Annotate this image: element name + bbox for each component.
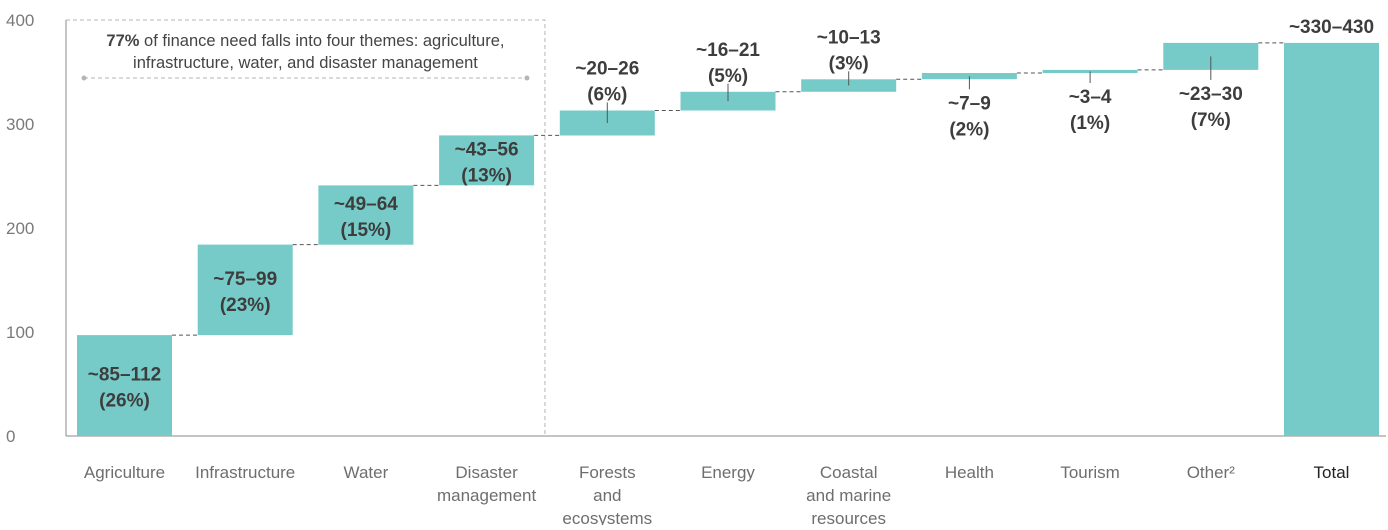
data-label: (6%) (587, 85, 627, 106)
category-label: Energy (701, 463, 755, 482)
data-label: (2%) (949, 119, 989, 140)
data-label: (7%) (1191, 110, 1231, 131)
y-tick-label: 0 (6, 427, 15, 446)
bar-tourism (1042, 69, 1138, 73)
category-label: Tourism (1060, 463, 1120, 482)
annotation-highlight: 77% (106, 32, 139, 50)
data-label: (5%) (708, 66, 748, 87)
data-label: ~43–56 (455, 139, 519, 160)
bar-health (921, 73, 1017, 80)
data-label: (15%) (341, 220, 392, 241)
labels-layer: Agriculture Infrastructure Water Disaster ma… (84, 17, 1374, 528)
annotation-layer: 77% of finance need falls into four them… (66, 19, 546, 436)
y-tick-label: 300 (6, 115, 34, 134)
data-label: ~23–30 (1179, 84, 1243, 105)
bar-infrastructure (197, 244, 293, 336)
annotation-span-dot (524, 75, 530, 81)
data-label: ~3–4 (1069, 87, 1112, 108)
bar-energy (680, 91, 776, 111)
y-tick-label: 400 (6, 11, 34, 30)
category-label: and (593, 486, 621, 505)
connector-layer (172, 42, 1284, 336)
axes-layer: 0 100 200 300 400 (6, 11, 1386, 446)
bar-agriculture (77, 335, 172, 436)
category-label: ecosystems (562, 509, 652, 525)
annotation-span-dot (81, 75, 87, 81)
data-label: (3%) (829, 53, 869, 74)
bar-total (1284, 42, 1379, 437)
bar-water (318, 185, 414, 245)
category-label: Infrastructure (195, 463, 295, 482)
data-label: ~75–99 (213, 269, 277, 290)
data-label: ~49–64 (334, 194, 398, 215)
data-label: (23%) (220, 295, 271, 316)
y-tick-label: 100 (6, 323, 34, 342)
category-label: Health (945, 463, 994, 482)
annotation-text-rest: of finance need falls into four themes: … (139, 32, 504, 50)
data-label: (26%) (99, 391, 150, 412)
category-label: Total (1314, 463, 1350, 482)
data-label: ~16–21 (696, 40, 760, 61)
category-label: Disaster (455, 463, 518, 482)
category-label: Forests (579, 463, 636, 482)
bars-layer (77, 42, 1379, 437)
y-tick-label: 200 (6, 219, 34, 238)
category-label: Other² (1187, 463, 1236, 482)
category-label: Agriculture (84, 463, 165, 482)
annotation-text: infrastructure, water, and disaster mana… (133, 54, 478, 72)
bar-coastal-andmarine-resources (801, 79, 897, 92)
data-label: (13%) (461, 165, 512, 186)
data-label: (1%) (1070, 113, 1110, 134)
annotation-bracket (66, 19, 546, 436)
annotation-text: 77% of finance need falls into four them… (106, 32, 504, 50)
data-label: ~10–13 (817, 27, 881, 48)
data-label: ~330–430 (1289, 17, 1374, 38)
data-label: ~85–112 (88, 365, 161, 386)
bar-disaster-management (439, 135, 535, 186)
category-label: management (437, 486, 537, 505)
category-label: resources (811, 509, 886, 525)
category-label: Water (344, 463, 389, 482)
category-label: Coastal (820, 463, 878, 482)
category-label: and marine (806, 486, 891, 505)
data-label: ~7–9 (948, 93, 991, 114)
data-label: ~20–26 (575, 59, 639, 80)
